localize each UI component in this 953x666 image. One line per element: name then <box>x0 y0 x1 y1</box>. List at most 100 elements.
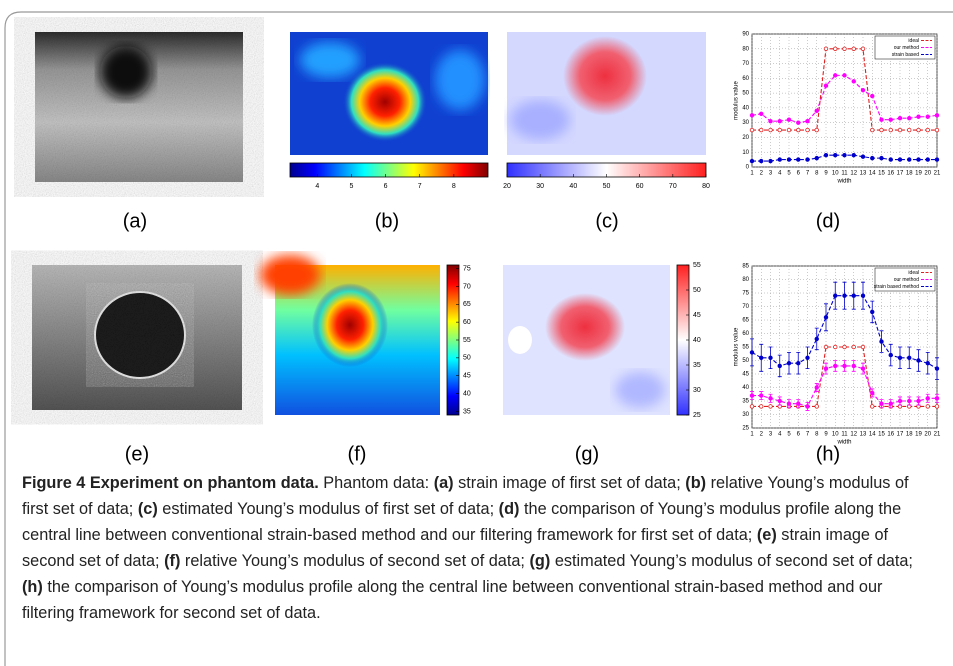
point <box>888 401 893 406</box>
caption-item-text: relative Young’s modulus of first set of… <box>22 474 909 518</box>
image-a <box>35 32 243 182</box>
point <box>870 155 875 161</box>
y-tick-label: 50 <box>742 91 749 97</box>
point <box>888 117 893 122</box>
point <box>814 155 819 161</box>
point <box>925 396 930 401</box>
point <box>870 93 875 99</box>
point <box>768 158 773 164</box>
point <box>749 350 755 355</box>
point <box>759 404 764 409</box>
panel-label: (b) <box>375 210 399 232</box>
y-tick-label: 45 <box>742 372 749 378</box>
point <box>842 152 847 158</box>
legend-box <box>874 35 936 60</box>
point <box>860 293 866 298</box>
colorbar-tick-label: 20 <box>503 183 511 190</box>
caption-item-label: (h) <box>22 578 43 596</box>
point <box>823 83 829 88</box>
caption: Figure 4 Experiment on phantom data. Pha… <box>22 470 937 626</box>
point <box>925 157 930 162</box>
point <box>851 344 856 350</box>
point <box>786 361 792 366</box>
y-tick-label: 60 <box>742 331 749 337</box>
caption-item-label: (d) <box>498 500 520 518</box>
x-axis-label: width <box>836 179 851 185</box>
caption-item-text: estimated Young’s modulus of first set o… <box>162 500 495 518</box>
colorbar-tick-label: 60 <box>463 319 471 326</box>
x-tick-label: 17 <box>897 432 904 438</box>
point <box>814 404 819 409</box>
colorbar-tick-label: 65 <box>463 301 471 308</box>
colorbar-tick-label: 50 <box>603 183 611 190</box>
colorbar-tick-label: 40 <box>569 183 577 190</box>
x-axis-label: width <box>836 440 851 446</box>
y-tick-label: 50 <box>742 358 749 364</box>
point <box>860 46 866 51</box>
point <box>870 404 875 409</box>
colorbar-tick-label: 5 <box>349 183 353 190</box>
point <box>879 339 884 344</box>
point <box>786 117 792 122</box>
point <box>805 127 810 133</box>
point <box>777 118 782 124</box>
colorbar-tick-label: 7 <box>418 183 422 190</box>
point <box>814 336 819 342</box>
point <box>768 404 773 409</box>
x-tick-label: 6 <box>797 432 801 438</box>
x-tick-label: 5 <box>787 171 791 177</box>
panel-label: (e) <box>125 443 149 465</box>
x-tick-label: 3 <box>769 432 773 438</box>
colorbar-tick-label: 30 <box>536 183 544 190</box>
x-tick-label: 2 <box>760 432 764 438</box>
x-tick-label: 4 <box>778 171 782 177</box>
point <box>870 390 875 396</box>
x-tick-label: 2 <box>760 171 764 177</box>
colorbar-tick-label: 45 <box>693 312 701 319</box>
y-tick-label: 0 <box>746 165 750 171</box>
point <box>916 127 921 133</box>
point <box>777 157 782 162</box>
point <box>814 127 819 133</box>
point <box>934 366 940 371</box>
point <box>860 366 866 371</box>
point <box>823 366 829 371</box>
point <box>907 398 912 404</box>
point <box>759 355 764 360</box>
caption-item-text: estimated Young’s modulus of second set … <box>554 552 913 570</box>
point <box>823 46 829 51</box>
caption-item-text: relative Young’s modulus of second set o… <box>184 552 525 570</box>
x-tick-label: 21 <box>934 432 941 438</box>
point <box>842 344 847 350</box>
series-line <box>752 365 937 408</box>
point <box>759 393 764 398</box>
colorbar-tick-label: 6 <box>384 183 388 190</box>
point <box>870 127 875 133</box>
point <box>768 396 773 401</box>
point <box>934 127 940 133</box>
point <box>759 111 764 116</box>
x-tick-label: 4 <box>778 432 782 438</box>
x-tick-label: 1 <box>750 171 754 177</box>
point <box>814 385 819 390</box>
x-tick-label: 7 <box>806 171 810 177</box>
point <box>833 293 838 298</box>
point <box>833 344 838 350</box>
y-tick-label: 70 <box>742 61 749 67</box>
point <box>786 127 792 133</box>
panel-label: (g) <box>575 443 599 465</box>
point <box>879 401 884 406</box>
colorbar-tick-label: 30 <box>693 387 701 394</box>
point <box>907 157 912 162</box>
point <box>879 127 884 133</box>
point <box>860 154 866 159</box>
point <box>907 116 912 121</box>
point <box>768 355 773 360</box>
y-tick-label: 70 <box>742 304 749 310</box>
x-tick-label: 8 <box>815 171 819 177</box>
point <box>851 293 856 298</box>
x-tick-label: 16 <box>887 171 894 177</box>
point <box>823 344 829 350</box>
point <box>851 46 856 51</box>
